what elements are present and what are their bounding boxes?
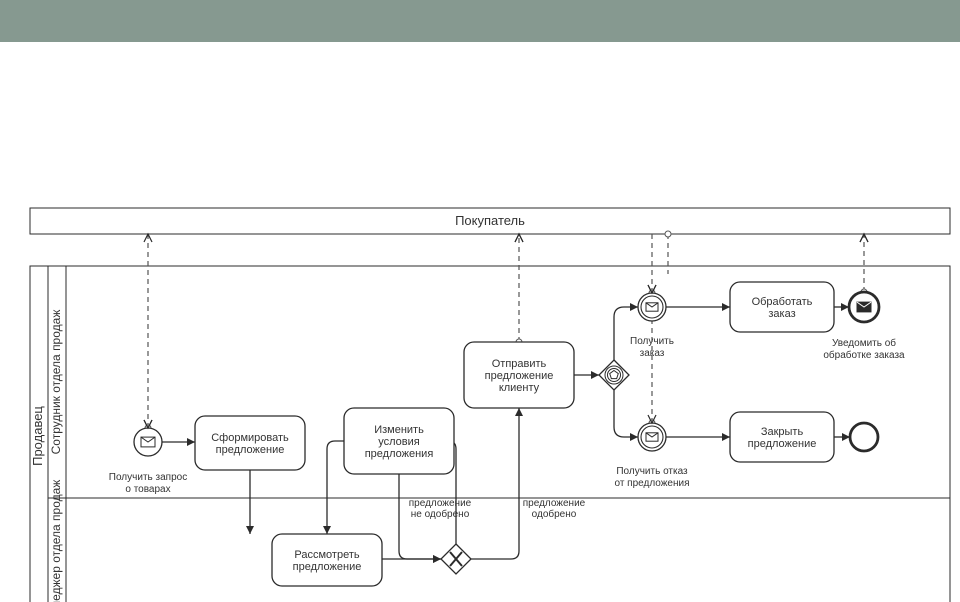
sequence-flow	[327, 441, 344, 534]
svg-text:предложение: предложение	[409, 498, 472, 509]
top-band	[0, 0, 960, 42]
gateway-g_event	[599, 360, 629, 390]
svg-text:Получить отказ: Получить отказ	[616, 466, 688, 477]
lane-label-0: Сотрудник отдела продаж	[49, 310, 63, 455]
svg-text:предложение: предложение	[293, 561, 362, 573]
svg-text:Обработать: Обработать	[752, 296, 813, 308]
svg-text:предложение: предложение	[523, 498, 586, 509]
svg-text:Закрыть: Закрыть	[761, 426, 804, 438]
bpmn-canvas: Покупатель Продавец Сотрудник отдела прода…	[0, 42, 960, 602]
svg-text:от предложения: от предложения	[614, 478, 689, 489]
seller-pool-label: Продавец	[30, 406, 45, 466]
svg-text:предложение: предложение	[748, 438, 817, 450]
svg-text:не одобрено: не одобрено	[411, 508, 470, 520]
svg-text:заказ: заказ	[768, 308, 795, 320]
svg-text:Получить запрос: Получить запрос	[109, 472, 187, 483]
lane-label-1: Менеджер отдела продаж	[49, 480, 63, 602]
svg-text:Сформировать: Сформировать	[211, 432, 289, 444]
svg-text:клиенту: клиенту	[499, 382, 540, 394]
svg-text:предложение: предложение	[216, 444, 285, 456]
sequence-flow	[614, 390, 638, 437]
svg-text:Рассмотреть: Рассмотреть	[294, 549, 359, 561]
svg-text:Отправить: Отправить	[492, 358, 547, 370]
svg-text:предложение: предложение	[485, 370, 554, 382]
event-e_end	[850, 423, 878, 451]
svg-text:предложения: предложения	[365, 448, 434, 460]
svg-text:Получить: Получить	[630, 336, 674, 347]
svg-text:одобрено: одобрено	[532, 508, 577, 520]
svg-text:о товарах: о товарах	[125, 484, 170, 495]
sequence-flow	[614, 307, 638, 360]
svg-text:Уведомить об: Уведомить об	[832, 337, 896, 349]
buyer-pool-label: Покупатель	[455, 213, 525, 228]
svg-text:обработке заказа: обработке заказа	[823, 349, 905, 361]
svg-text:условия: условия	[378, 436, 420, 448]
svg-text:заказ: заказ	[640, 348, 665, 359]
sequence-flow	[471, 408, 519, 559]
svg-text:Изменить: Изменить	[374, 424, 424, 436]
